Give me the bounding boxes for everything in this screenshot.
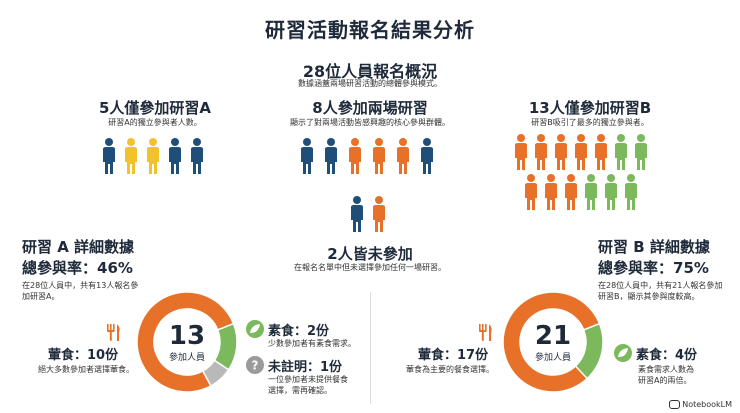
person-icon	[595, 134, 607, 170]
overview-subtitle: 數據涵蓋兩場研習活動的總體參與模式。	[298, 79, 442, 88]
leaf-icon	[246, 320, 264, 338]
group-b-only-title: 13人僅參加研習B	[528, 99, 652, 117]
watermark-label: NotebookLM	[682, 400, 732, 409]
person-icon	[535, 134, 547, 170]
person-icon	[585, 174, 597, 210]
workshop-a-unknown-desc-line2: 選擇，需再確認。	[268, 386, 332, 395]
workshop-b-donut	[502, 291, 604, 393]
workshop-a-unknown-desc-line1: 一位參加者未提供餐食	[268, 375, 348, 384]
person-icon	[545, 174, 557, 210]
workshop-a-note-line1: 在28位人員中，共有13人報名參	[22, 281, 139, 290]
workshop-a-title: 研習 A 詳細數據	[22, 238, 135, 256]
person-icon	[555, 134, 567, 170]
workshop-b-veg-desc-line2: 研習A的兩倍。	[638, 376, 692, 385]
workshop-b-total-caption: 參加人員	[534, 353, 571, 363]
workshop-b-meat-desc: 葷食為主要的餐食選擇。	[406, 365, 494, 374]
page-title: 研習活動報名結果分析	[265, 18, 475, 42]
group-a-only-title: 5人僅參加研習A	[98, 99, 212, 117]
overview-title: 28位人員報名概況	[302, 62, 438, 81]
person-icon	[421, 138, 433, 174]
person-icon	[397, 138, 409, 174]
group-both-title: 8人參加兩場研習	[312, 99, 428, 117]
workshop-b-meat-label: 葷食：17份	[418, 348, 489, 363]
person-icon	[169, 138, 181, 174]
person-icon	[525, 174, 537, 210]
workshop-a-total-caption: 參加人員	[168, 353, 205, 363]
person-icon	[351, 196, 363, 232]
svg-text:?: ?	[252, 359, 259, 373]
workshop-a-veg-label: 素食：2份	[268, 324, 330, 339]
group-b-only-subtitle: 研習B吸引了最多的獨立參與者。	[531, 118, 649, 127]
workshop-a-donut-meat-segment	[136, 291, 235, 393]
workshop-a-meat-label: 葷食：10份	[48, 348, 119, 363]
person-icon	[615, 134, 627, 170]
person-icon	[575, 134, 587, 170]
group-both-subtitle: 顯示了對兩場活動皆感興趣的核心參與群體。	[290, 118, 450, 127]
workshop-b-veg-label: 素食：4份	[636, 348, 698, 363]
group-none-figures	[351, 196, 385, 232]
person-icon	[349, 138, 361, 174]
person-icon	[125, 138, 137, 174]
group-a-only-subtitle: 研習A的獨立參與者人數。	[108, 118, 202, 127]
person-icon	[103, 138, 115, 174]
workshop-a-veg-desc: 少數參加者有素食需求。	[268, 339, 356, 348]
group-a-only-figures	[103, 138, 203, 174]
person-icon	[147, 138, 159, 174]
workshop-b-veg-desc-line1: 素食需求人數為	[638, 365, 694, 374]
person-icon	[301, 138, 313, 174]
watermark: NotebookLM	[669, 400, 732, 409]
fork-knife-icon	[107, 324, 120, 341]
leaf-icon	[614, 344, 632, 362]
workshop-a-rate: 總參與率：46%	[22, 259, 133, 277]
question-circle-icon: ?	[246, 356, 264, 374]
person-icon	[191, 138, 203, 174]
workshop-a-unknown-label: 未註明：1份	[268, 360, 343, 375]
workshop-a-total: 13	[168, 321, 206, 351]
section-divider	[370, 292, 371, 404]
person-icon	[515, 134, 527, 170]
group-none-subtitle: 在報名名單中但未選擇參加任何一場研習。	[294, 263, 446, 272]
workshop-b-title: 研習 B 詳細數據	[598, 238, 710, 256]
group-both-figures	[301, 138, 433, 174]
person-icon	[373, 138, 385, 174]
group-none-title: 2人皆未參加	[327, 245, 413, 263]
workshop-a-note-line2: 加研習A。	[22, 292, 60, 301]
workshop-a-meat-desc: 絕大多數參加者選擇葷食。	[38, 365, 134, 374]
person-icon	[325, 138, 337, 174]
fork-knife-icon	[479, 324, 492, 341]
person-icon	[565, 174, 577, 210]
group-b-only-figures	[515, 134, 647, 210]
workshop-b-note-line1: 在28位人員中，共有21人報名參加	[598, 281, 723, 290]
person-icon	[625, 174, 637, 210]
workshop-b-total: 21	[534, 321, 572, 351]
workshop-b-note-line2: 研習B，顯示其參與度較高。	[598, 292, 700, 301]
workshop-a-donut	[136, 291, 238, 393]
person-icon	[373, 196, 385, 232]
notebooklm-logo-icon	[669, 400, 681, 409]
workshop-b-donut-meat-segment	[502, 291, 601, 393]
person-icon	[605, 174, 617, 210]
person-icon	[635, 134, 647, 170]
workshop-b-rate: 總參與率：75%	[598, 259, 709, 277]
